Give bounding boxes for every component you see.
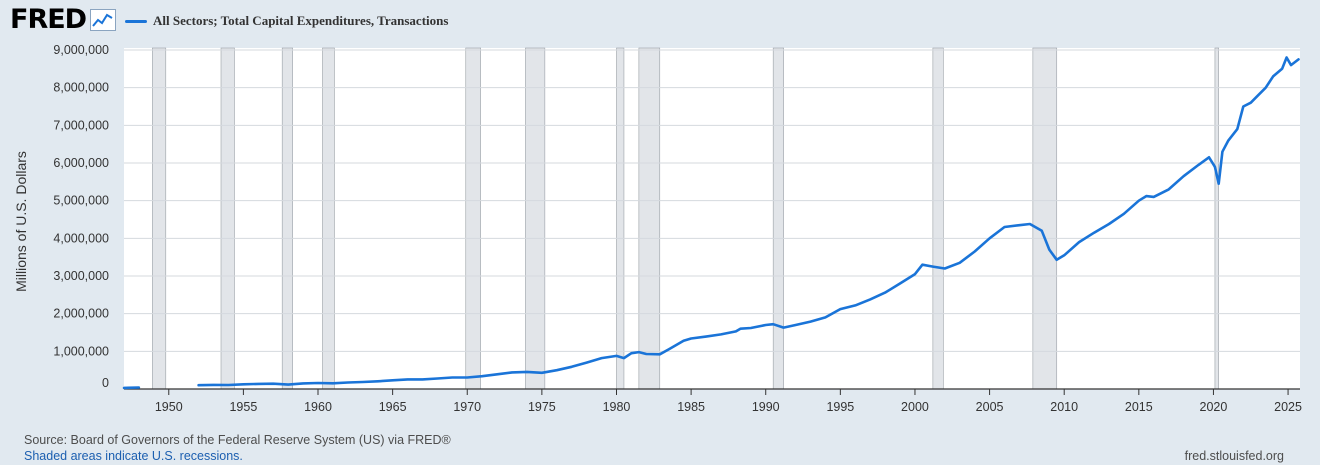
- source-note: Source: Board of Governors of the Federa…: [24, 433, 451, 447]
- recession-band: [465, 47, 481, 390]
- x-tick-label: 1970: [453, 400, 481, 414]
- recession-band: [1214, 47, 1219, 390]
- x-tick-label: 2025: [1274, 400, 1302, 414]
- legend-label: All Sectors; Total Capital Expenditures,…: [153, 13, 449, 28]
- x-tick-label: 1950: [155, 400, 183, 414]
- legend-swatch: [125, 20, 147, 23]
- recession-band: [322, 47, 335, 390]
- recession-band: [220, 47, 235, 390]
- recession-band: [1032, 47, 1058, 390]
- y-tick-label: 7,000,000: [53, 118, 109, 132]
- x-tick-label: 1985: [677, 400, 705, 414]
- x-tick-label: 1975: [528, 400, 556, 414]
- x-tick-label: 2000: [901, 400, 929, 414]
- chart-header: FRED All Sectors; Total Capital Expendit…: [0, 0, 1320, 44]
- y-axis-title: Millions of U.S. Dollars: [13, 151, 29, 292]
- y-tick-label: 3,000,000: [53, 269, 109, 283]
- y-tick-label: 0: [102, 376, 109, 390]
- plot-area: [124, 48, 1300, 389]
- recession-band: [525, 47, 546, 390]
- y-tick-label: 8,000,000: [53, 81, 109, 95]
- y-tick-label: 1,000,000: [53, 344, 109, 358]
- recession-band: [281, 47, 293, 390]
- x-tick-label: 1990: [752, 400, 780, 414]
- y-tick-label: 4,000,000: [53, 231, 109, 245]
- x-tick-label: 2020: [1200, 400, 1228, 414]
- x-tick-label: 1955: [229, 400, 257, 414]
- x-tick-label: 2010: [1050, 400, 1078, 414]
- y-tick-label: 9,000,000: [53, 43, 109, 57]
- y-tick-label: 5,000,000: [53, 194, 109, 208]
- series-line: [197, 56, 1300, 387]
- line-chart-icon: [90, 9, 116, 31]
- x-tick-label: 1980: [603, 400, 631, 414]
- recession-band: [772, 47, 784, 390]
- x-tick-label: 2015: [1125, 400, 1153, 414]
- x-tick-label: 1995: [826, 400, 854, 414]
- recession-band: [152, 47, 167, 390]
- x-tick-label: 1965: [379, 400, 407, 414]
- fred-logo[interactable]: FRED: [10, 4, 87, 35]
- site-url[interactable]: fred.stlouisfed.org: [1184, 449, 1284, 463]
- x-tick-label: 1960: [304, 400, 332, 414]
- recession-band: [638, 47, 661, 390]
- y-tick-label: 6,000,000: [53, 156, 109, 170]
- y-tick-label: 2,000,000: [53, 307, 109, 321]
- x-tick-label: 2005: [976, 400, 1004, 414]
- recession-band: [616, 47, 625, 390]
- recession-band: [932, 47, 944, 390]
- recession-note[interactable]: Shaded areas indicate U.S. recessions.: [24, 449, 243, 463]
